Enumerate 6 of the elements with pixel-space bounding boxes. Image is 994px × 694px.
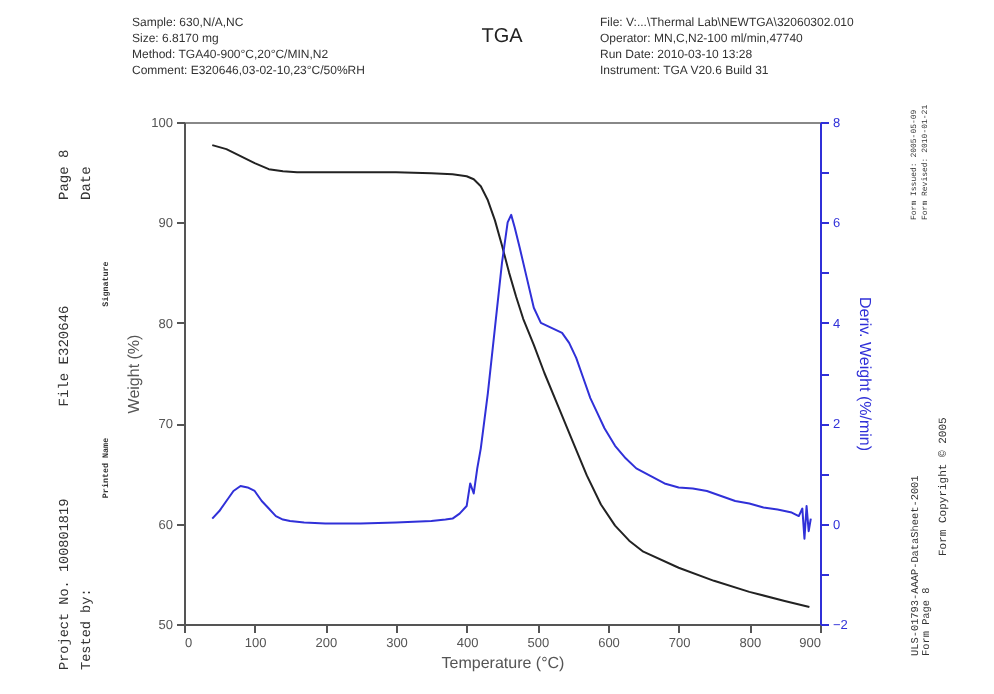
- line-series: [211, 213, 812, 540]
- y2-axis-title: Deriv. Weight (%/min): [855, 296, 874, 452]
- chart-title: TGA: [481, 26, 524, 48]
- x-axis-title: Temperature (°C): [441, 654, 566, 672]
- y-axis-title: Weight (%): [125, 333, 144, 414]
- line-series: [211, 144, 811, 608]
